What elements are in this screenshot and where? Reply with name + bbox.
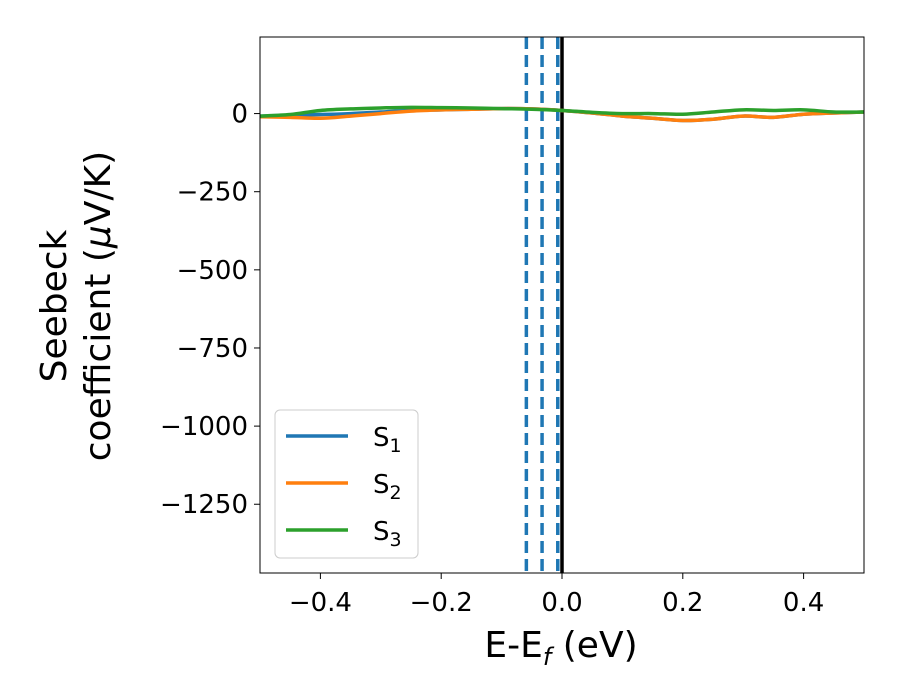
y-tick-label: 0	[231, 100, 248, 130]
series-line-s3	[259, 105, 865, 118]
series-lines	[259, 105, 865, 123]
legend-label-s1: S1	[373, 423, 402, 457]
x-axis-ticks: −0.4 −0.2 0.0 0.2 0.4	[289, 573, 824, 618]
y-axis-title: Seebeck coefficient (μV/K)	[34, 151, 119, 461]
legend-label-s2: S2	[373, 470, 402, 504]
x-tick-label: 0.4	[783, 588, 824, 618]
legend-label-s3: S3	[373, 517, 402, 551]
x-tick-label: −0.2	[410, 588, 473, 618]
y-tick-label: −500	[177, 256, 248, 286]
y-axis-ticks: 0 −250 −500 −750 −1000 −1250	[160, 100, 260, 520]
x-tick-label: 0.2	[662, 588, 703, 618]
vertical-reference-lines	[524, 37, 564, 573]
y-tick-label: −750	[177, 334, 248, 364]
x-axis-title: E-Ef (eV)	[484, 625, 637, 671]
legend: S1 S2 S3	[274, 409, 419, 559]
y-tick-label: −250	[177, 178, 248, 208]
y-tick-label: −1250	[160, 490, 248, 520]
y-tick-label: −1000	[160, 412, 248, 442]
x-tick-label: 0.0	[541, 588, 582, 618]
x-tick-label: −0.4	[289, 588, 352, 618]
y-axis-title-line1: Seebeck	[34, 229, 75, 382]
y-axis-title-line2: coefficient (μV/K)	[78, 151, 119, 461]
x-axis-title-main: E-E	[484, 625, 542, 666]
x-axis-title-unit: (eV)	[551, 625, 637, 666]
y-axis-title-mu: μ	[78, 225, 119, 249]
